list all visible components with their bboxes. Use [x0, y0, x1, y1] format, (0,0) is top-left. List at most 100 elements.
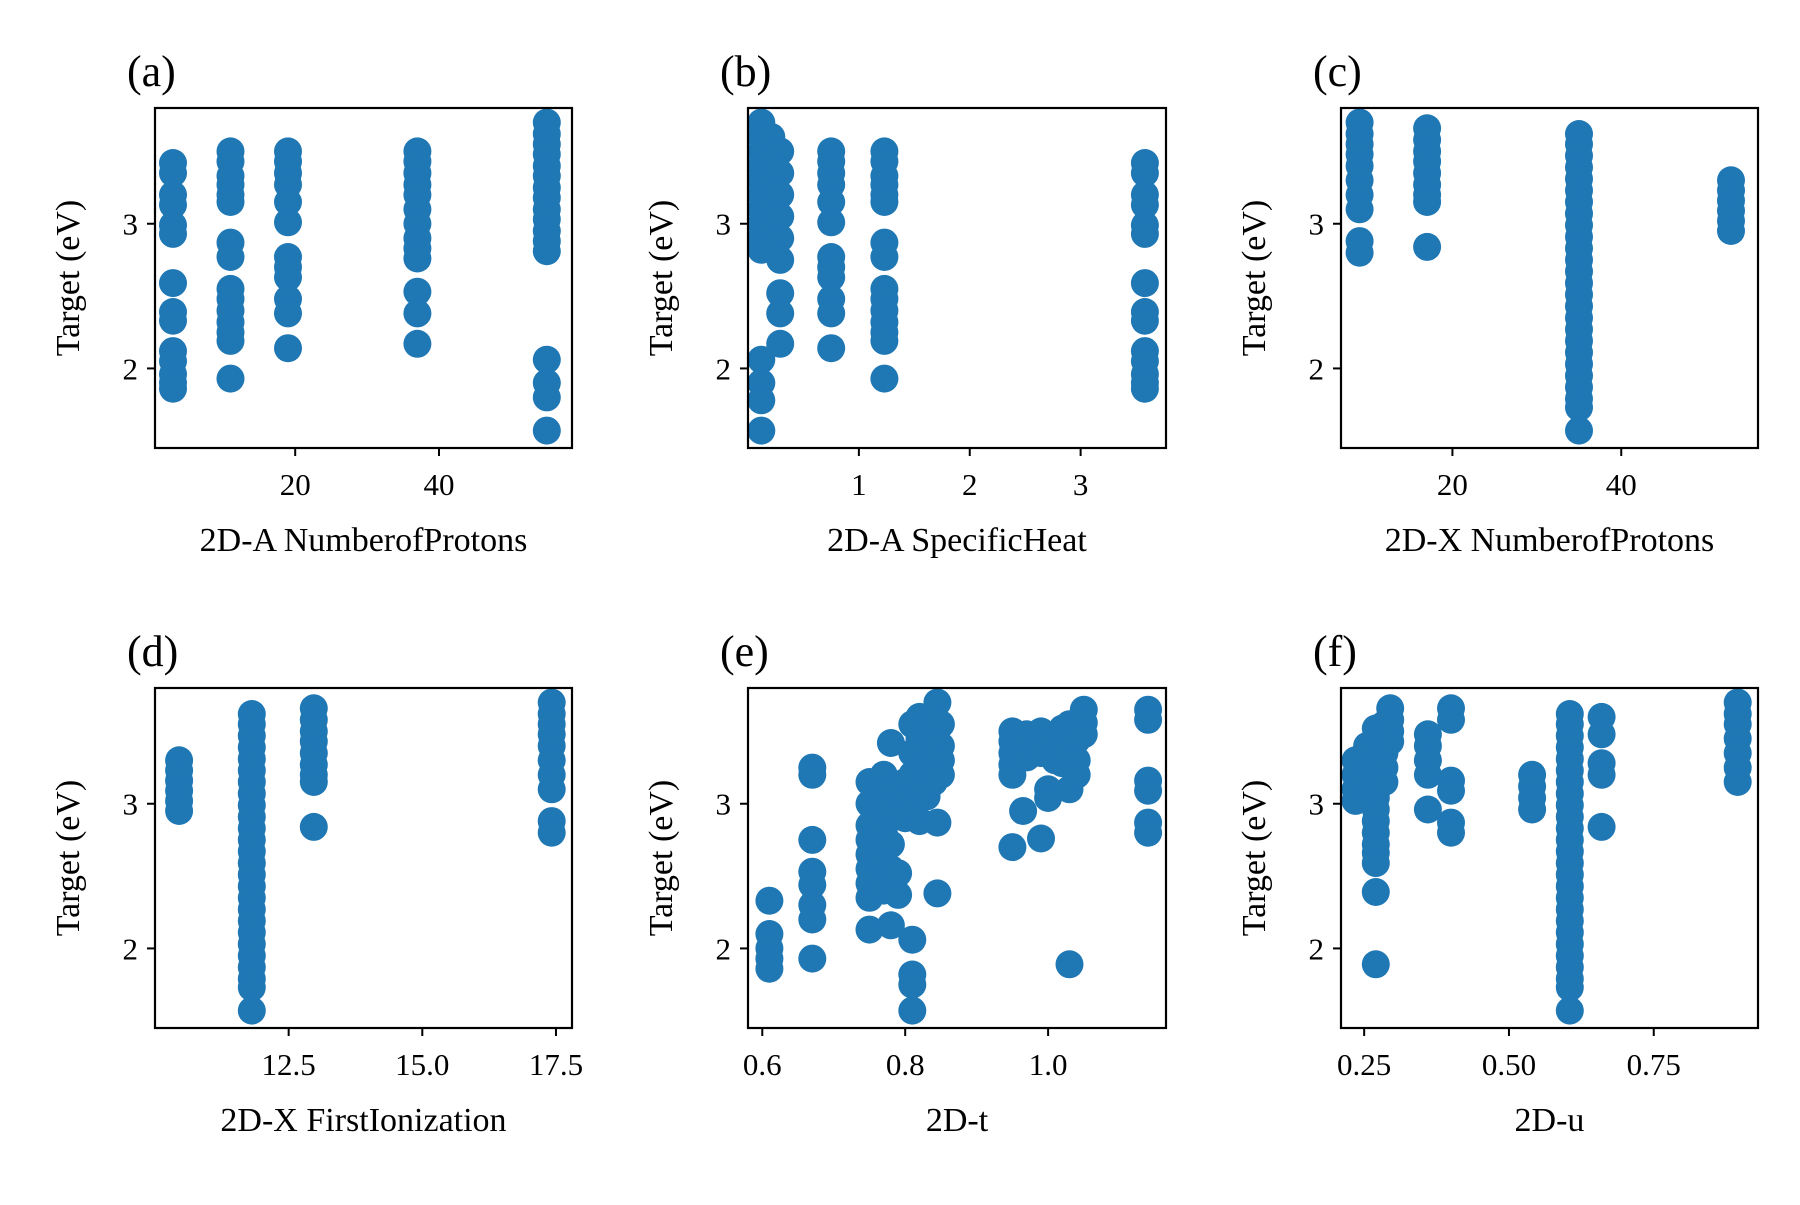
data-point	[1345, 238, 1374, 267]
y-axis-label: Target (eV)	[643, 200, 680, 357]
data-point	[159, 190, 187, 219]
data-point	[884, 859, 913, 888]
axes-frame	[153, 686, 574, 1030]
y-axis-label: Target (eV)	[1236, 200, 1273, 357]
data-point	[159, 159, 187, 188]
data-point	[403, 299, 432, 328]
data-point	[1130, 269, 1159, 298]
data-point	[1717, 217, 1745, 245]
data-point	[1437, 776, 1465, 805]
data-point	[748, 386, 776, 415]
data-point	[870, 326, 899, 355]
axes-frame	[1339, 106, 1760, 450]
data-point	[898, 996, 927, 1025]
data-point	[216, 364, 245, 393]
data-point	[532, 345, 561, 374]
panel-label: (d)	[127, 627, 178, 676]
data-points	[755, 688, 1163, 1025]
data-point	[159, 306, 187, 335]
data-point	[1587, 812, 1616, 841]
x-tick-label: 0.50	[1482, 1047, 1536, 1082]
y-tick-label: 3	[716, 787, 732, 822]
scatter-panel-f: 0.25 0.50 0.75 2 3 2D-u Target (eV) (f)	[1236, 627, 1760, 1139]
x-axis-label: 2D-A SpecificHeat	[827, 522, 1087, 559]
data-point	[1130, 190, 1159, 219]
data-point	[766, 245, 795, 274]
scatter-panel-c: 20 40 2 3 2D-X NumberofProtons Target (eV) (c)	[1236, 47, 1760, 559]
data-point	[403, 244, 432, 273]
data-point	[165, 797, 194, 825]
data-point	[1587, 720, 1616, 749]
data-point	[870, 364, 899, 393]
scatter-panel-e: 0.6 0.8 1.0 2 3 2D-t Target (eV) (e)	[643, 627, 1168, 1139]
data-point	[1130, 219, 1159, 248]
y-tick-label: 2	[716, 931, 732, 966]
data-point	[1361, 849, 1390, 878]
y-tick-label: 2	[123, 931, 139, 966]
data-point	[1376, 727, 1405, 756]
data-point	[1130, 374, 1159, 403]
panel-label: (c)	[1313, 47, 1362, 96]
data-point	[1587, 760, 1616, 789]
data-point	[537, 818, 566, 847]
x-tick-label: 1	[851, 467, 867, 502]
y-tick-label: 3	[1309, 787, 1325, 822]
data-point	[923, 879, 952, 908]
x-tick-label: 40	[423, 467, 454, 502]
data-points	[1341, 688, 1752, 1025]
data-point	[274, 334, 302, 363]
data-point	[1555, 996, 1584, 1025]
scatter-panel-b: 1 2 3 2 3 2D-A SpecificHeat Target (eV) (b)	[643, 47, 1168, 559]
data-point	[1062, 760, 1091, 789]
data-point	[1555, 973, 1584, 1002]
data-point	[1134, 776, 1163, 805]
data-point	[1134, 818, 1163, 847]
y-tick-label: 3	[716, 207, 732, 242]
panel-label: (e)	[720, 627, 769, 676]
data-point	[1034, 784, 1063, 812]
data-point	[766, 159, 795, 188]
data-point	[1130, 159, 1159, 188]
x-tick-label: 15.0	[395, 1047, 449, 1082]
data-point	[1134, 705, 1163, 734]
data-point	[884, 880, 913, 909]
data-point	[1413, 232, 1442, 261]
data-point	[855, 915, 884, 944]
data-point	[216, 188, 245, 216]
data-point	[237, 996, 266, 1025]
x-axis-label: 2D-u	[1515, 1102, 1585, 1139]
axes-frame	[1339, 686, 1760, 1030]
data-point	[274, 299, 302, 328]
data-point	[798, 870, 827, 899]
data-point	[766, 137, 795, 166]
data-point	[798, 944, 827, 973]
data-point	[817, 334, 846, 363]
data-point	[1518, 795, 1547, 824]
panel-label: (b)	[720, 47, 771, 96]
data-point	[817, 188, 846, 216]
data-point	[1130, 306, 1159, 335]
x-axis-label: 2D-X NumberofProtons	[1385, 522, 1715, 559]
x-tick-label: 40	[1606, 467, 1637, 502]
data-point	[1361, 878, 1390, 906]
y-axis-label: Target (eV)	[50, 780, 87, 937]
data-point	[870, 188, 899, 216]
data-point	[1027, 824, 1055, 853]
scatter-panel-d: 12.5 15.0 17.5 2 3 2D-X FirstIonization Target…	[50, 627, 583, 1139]
y-tick-label: 3	[123, 207, 139, 242]
data-point	[1437, 818, 1465, 847]
data-point	[403, 277, 432, 306]
x-tick-label: 0.25	[1337, 1047, 1391, 1082]
data-point	[216, 243, 245, 271]
y-axis-label: Target (eV)	[643, 780, 680, 937]
x-tick-label: 0.75	[1627, 1047, 1681, 1082]
data-point	[817, 208, 846, 237]
data-point	[766, 180, 795, 209]
panel-label: (a)	[127, 47, 176, 96]
data-point	[159, 219, 187, 248]
data-point	[766, 279, 795, 308]
data-point	[798, 760, 827, 789]
data-point	[876, 911, 905, 940]
data-point	[766, 329, 795, 358]
data-point	[766, 299, 795, 328]
